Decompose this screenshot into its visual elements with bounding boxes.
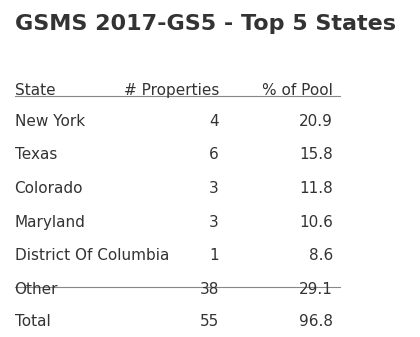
Text: State: State bbox=[15, 83, 55, 97]
Text: 3: 3 bbox=[209, 181, 219, 196]
Text: Colorado: Colorado bbox=[15, 181, 83, 196]
Text: Total: Total bbox=[15, 314, 50, 330]
Text: 29.1: 29.1 bbox=[299, 282, 333, 297]
Text: Maryland: Maryland bbox=[15, 215, 85, 229]
Text: Texas: Texas bbox=[15, 147, 57, 162]
Text: # Properties: # Properties bbox=[123, 83, 219, 97]
Text: GSMS 2017-GS5 - Top 5 States: GSMS 2017-GS5 - Top 5 States bbox=[15, 14, 396, 34]
Text: 1: 1 bbox=[209, 248, 219, 263]
Text: New York: New York bbox=[15, 114, 85, 129]
Text: 20.9: 20.9 bbox=[299, 114, 333, 129]
Text: 3: 3 bbox=[209, 215, 219, 229]
Text: 6: 6 bbox=[209, 147, 219, 162]
Text: 38: 38 bbox=[200, 282, 219, 297]
Text: Other: Other bbox=[15, 282, 58, 297]
Text: % of Pool: % of Pool bbox=[262, 83, 333, 97]
Text: 96.8: 96.8 bbox=[299, 314, 333, 330]
Text: 11.8: 11.8 bbox=[299, 181, 333, 196]
Text: District Of Columbia: District Of Columbia bbox=[15, 248, 169, 263]
Text: 15.8: 15.8 bbox=[299, 147, 333, 162]
Text: 4: 4 bbox=[209, 114, 219, 129]
Text: 8.6: 8.6 bbox=[309, 248, 333, 263]
Text: 10.6: 10.6 bbox=[299, 215, 333, 229]
Text: 55: 55 bbox=[200, 314, 219, 330]
